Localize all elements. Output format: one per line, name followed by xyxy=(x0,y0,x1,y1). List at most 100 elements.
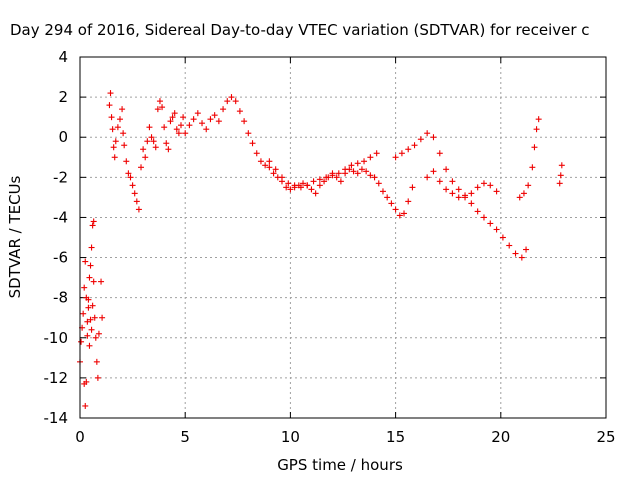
data-point xyxy=(163,140,170,147)
data-point xyxy=(154,106,161,113)
data-point xyxy=(112,138,119,145)
data-point xyxy=(300,180,307,187)
data-point xyxy=(89,222,96,229)
data-point xyxy=(443,186,450,193)
plot-frame xyxy=(79,56,607,419)
data-point xyxy=(92,334,99,341)
data-point xyxy=(207,116,214,123)
data-point xyxy=(409,184,416,191)
data-point xyxy=(443,166,450,173)
data-point xyxy=(493,226,500,233)
data-point xyxy=(512,250,519,257)
data-point xyxy=(436,178,443,185)
data-point xyxy=(173,126,180,133)
data-point xyxy=(182,130,189,137)
data-point xyxy=(86,274,93,281)
data-point xyxy=(474,208,481,215)
grid-layer xyxy=(80,57,606,418)
data-point xyxy=(310,178,317,185)
data-point xyxy=(333,174,340,181)
data-point xyxy=(535,116,542,123)
data-point xyxy=(211,112,218,119)
data-point xyxy=(199,120,206,127)
data-point xyxy=(291,182,298,189)
data-point xyxy=(424,174,431,181)
data-point xyxy=(287,186,294,193)
data-point xyxy=(135,206,142,213)
data-point xyxy=(194,110,201,117)
data-point xyxy=(125,170,132,177)
data-point xyxy=(474,184,481,191)
y-tick-label: -6 xyxy=(53,249,68,267)
y-tick-label: -14 xyxy=(44,409,69,427)
data-point xyxy=(348,162,355,169)
data-point xyxy=(98,278,105,285)
data-point xyxy=(266,164,273,171)
x-tick-label: 15 xyxy=(386,428,405,446)
data-point xyxy=(156,98,163,105)
data-point xyxy=(120,130,127,137)
data-point xyxy=(90,278,97,285)
data-point xyxy=(84,318,91,325)
data-point xyxy=(91,314,98,321)
data-point xyxy=(257,158,264,165)
data-point xyxy=(241,118,248,125)
y-tick-label: 0 xyxy=(58,128,68,146)
data-point xyxy=(430,168,437,175)
data-point xyxy=(93,358,100,365)
data-point xyxy=(85,296,92,303)
x-tick-label: 0 xyxy=(75,428,85,446)
data-point xyxy=(140,146,147,153)
data-point xyxy=(373,150,380,157)
data-point xyxy=(518,254,525,261)
data-point xyxy=(531,144,538,151)
data-point xyxy=(520,190,527,197)
data-point xyxy=(146,124,153,131)
data-point xyxy=(375,180,382,187)
data-point xyxy=(220,106,227,113)
data-point xyxy=(88,244,95,251)
data-point xyxy=(398,150,405,157)
y-tick-label: -12 xyxy=(44,369,69,387)
data-point xyxy=(411,142,418,149)
data-point xyxy=(468,190,475,197)
data-point xyxy=(487,182,494,189)
data-point xyxy=(85,304,92,311)
data-point xyxy=(236,108,243,115)
data-point xyxy=(487,220,494,227)
data-point xyxy=(525,182,532,189)
data-point xyxy=(127,174,134,181)
y-tick-label: -2 xyxy=(53,168,68,186)
data-point xyxy=(142,154,149,161)
data-point xyxy=(499,234,506,241)
data-point xyxy=(430,134,437,141)
data-point xyxy=(82,258,89,265)
data-point xyxy=(152,144,159,151)
data-point xyxy=(111,154,118,161)
data-point xyxy=(119,106,126,113)
data-point xyxy=(361,158,368,165)
data-point xyxy=(95,330,102,337)
data-point xyxy=(321,178,328,185)
data-point xyxy=(557,172,564,179)
data-point xyxy=(94,374,101,381)
data-point xyxy=(480,180,487,187)
data-point xyxy=(150,138,157,145)
data-point xyxy=(86,342,93,349)
data-point xyxy=(523,246,530,253)
chart-title: Day 294 of 2016, Sidereal Day-to-day VTE… xyxy=(10,21,590,39)
data-point xyxy=(358,166,365,173)
data-point xyxy=(388,200,395,207)
data-point xyxy=(203,126,210,133)
data-point xyxy=(83,378,90,385)
data-point xyxy=(224,98,231,105)
data-point xyxy=(138,164,145,171)
data-point xyxy=(161,124,168,131)
y-tick-label: 4 xyxy=(58,48,68,66)
data-point xyxy=(159,104,166,111)
data-point xyxy=(167,118,174,125)
data-point xyxy=(506,242,513,249)
data-point xyxy=(78,338,85,345)
data-point xyxy=(342,166,349,173)
